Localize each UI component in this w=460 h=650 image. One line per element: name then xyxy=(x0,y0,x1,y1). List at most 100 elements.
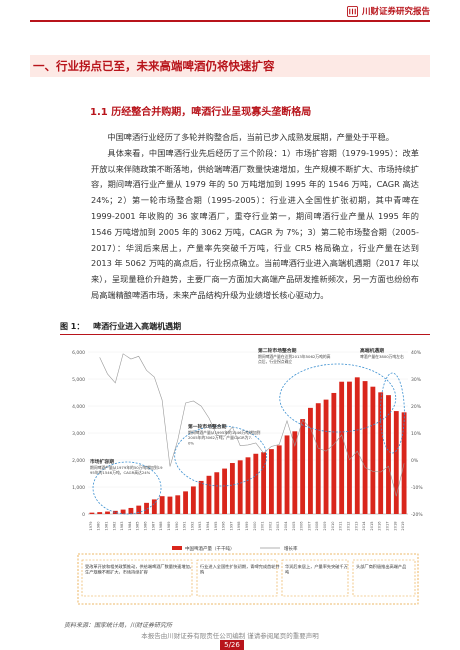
bar xyxy=(128,507,134,514)
phase-note-text: 受改革开放和相关政策推动，供给端啤酒厂数量快速增加， xyxy=(85,563,194,570)
x-tick-label: 1989 xyxy=(167,521,171,531)
footer-disclaimer: 本报告由川财证券有限责任公司编制 谨请参阅尾页的重要声明 xyxy=(141,632,319,640)
bar xyxy=(393,411,399,514)
x-tick-label: 2008 xyxy=(315,521,319,531)
x-tick-label: 1999 xyxy=(245,521,249,531)
bar xyxy=(206,475,212,514)
x-tick-label: 2003 xyxy=(276,521,280,530)
y-tick-label-right: -20% xyxy=(411,512,423,518)
y-tick-label: 1,000 xyxy=(72,485,85,491)
figure-label: 图 1： xyxy=(60,322,85,331)
x-tick-label: 1984 xyxy=(128,521,132,531)
y-tick-label: 6,000 xyxy=(72,350,85,356)
bar xyxy=(354,377,360,514)
bar xyxy=(183,491,188,514)
x-tick-label: 1980 xyxy=(97,521,101,531)
bar xyxy=(105,511,110,514)
x-tick-label: 1991 xyxy=(183,521,187,530)
bar xyxy=(362,381,368,514)
bar xyxy=(214,472,220,514)
phase-note-text: 行业进入全国性扩张初期，青啤完成首轮并 xyxy=(200,563,280,570)
annotation-title: 高端机遇期 xyxy=(360,347,384,354)
x-tick-label: 1998 xyxy=(237,521,241,531)
annotation-text: 0% xyxy=(188,440,194,445)
subsection-heading: 1.1 历经整合并购期，啤酒行业呈现寡头垄断格局 xyxy=(90,107,312,118)
page-number: 5/26 xyxy=(220,640,244,650)
x-tick-label: 2007 xyxy=(307,521,311,530)
bar xyxy=(112,510,118,514)
bar xyxy=(300,419,306,514)
phase-note-text: 头部厂商积极推出高端产品 xyxy=(356,563,406,570)
x-tick-label: 2016 xyxy=(378,521,382,531)
annotation-text: 2005年的3062万吨，产量CAGR为7. xyxy=(188,435,252,440)
bar xyxy=(245,457,251,514)
bar xyxy=(292,431,298,514)
x-tick-label: 1994 xyxy=(206,521,210,531)
x-tick-label: 1981 xyxy=(105,521,109,530)
x-tick-label: 1990 xyxy=(175,521,179,531)
x-tick-label: 2014 xyxy=(362,521,366,531)
annotation-title: 第一轮市场整合期 xyxy=(188,423,227,430)
phase-note-text: 购 xyxy=(200,568,204,575)
annotation-ellipse xyxy=(174,425,268,487)
x-tick-label: 2012 xyxy=(346,521,350,530)
brand-logo-icon xyxy=(346,5,358,17)
annotation-text: 95年的1546万吨，CAGR高达24% xyxy=(90,470,151,475)
y-tick-label-right: 20% xyxy=(411,404,422,410)
bar xyxy=(136,505,142,514)
bar xyxy=(190,486,196,514)
bar xyxy=(151,499,157,514)
x-tick-label: 1979 xyxy=(89,521,93,531)
bar xyxy=(284,435,290,514)
chart-bars xyxy=(89,377,407,514)
bar xyxy=(144,502,149,514)
x-tick-label: 2000 xyxy=(253,521,257,531)
bar xyxy=(386,395,391,514)
y-tick-label-right: 0% xyxy=(411,458,419,464)
phase-outer-box xyxy=(77,553,419,605)
x-tick-label: 2009 xyxy=(323,521,327,531)
header-brand: 川财证券研究报告 xyxy=(346,5,430,17)
x-tick-label: 2004 xyxy=(284,521,288,531)
phase-box xyxy=(81,559,193,597)
x-tick-label: 2011 xyxy=(339,521,343,530)
bar xyxy=(167,496,173,514)
x-tick-label: 1985 xyxy=(136,521,140,530)
x-tick-label: 1997 xyxy=(229,521,233,530)
y-tick-label: 5,000 xyxy=(72,377,85,383)
bar xyxy=(378,392,384,514)
bar xyxy=(315,403,321,514)
bar xyxy=(370,386,376,514)
bar xyxy=(339,381,345,514)
x-tick-label: 2005 xyxy=(292,521,296,530)
x-tick-label: 1986 xyxy=(144,521,148,531)
bar xyxy=(331,392,337,514)
bar xyxy=(253,453,259,514)
x-tick-label: 2006 xyxy=(300,521,304,531)
x-tick-label: 1982 xyxy=(112,521,116,530)
x-tick-label: 1995 xyxy=(214,521,218,530)
bar xyxy=(308,407,313,514)
bar xyxy=(268,449,274,514)
annotation-ellipse xyxy=(279,363,397,433)
bar xyxy=(89,512,95,514)
annotation-text: 期间啤酒产量从1995年的1546万吨增加到 xyxy=(188,430,261,435)
growth-rate-line xyxy=(99,353,405,497)
annotation-title: 市场扩容期 xyxy=(90,458,114,465)
bar xyxy=(229,463,235,514)
bar xyxy=(261,452,267,514)
phase-note-text: 吨 xyxy=(285,568,290,574)
bar xyxy=(97,512,103,514)
x-tick-label: 1992 xyxy=(190,521,194,530)
bar xyxy=(237,460,243,514)
paragraph-1: 中国啤酒行业经历了多轮并购整合后，当前已步入成熟发展期，产量处于平稳。 xyxy=(107,132,394,142)
chart-phase-notes: 受改革开放和相关政策推动，供给端啤酒厂数量快速增加，生产规模不断扩大，市场持续扩… xyxy=(77,553,419,605)
paragraph-2: 具体来看，中国啤酒行业先后经历了三个阶段：1）市场扩容期（1979-1995）：… xyxy=(91,147,419,300)
x-tick-label: 2002 xyxy=(268,521,272,530)
phase-box xyxy=(281,559,349,597)
x-tick-label: 2019 xyxy=(401,521,405,531)
bar xyxy=(401,412,407,514)
bar xyxy=(175,495,181,514)
y-tick-label-right: 10% xyxy=(411,431,422,437)
bar xyxy=(347,381,352,514)
